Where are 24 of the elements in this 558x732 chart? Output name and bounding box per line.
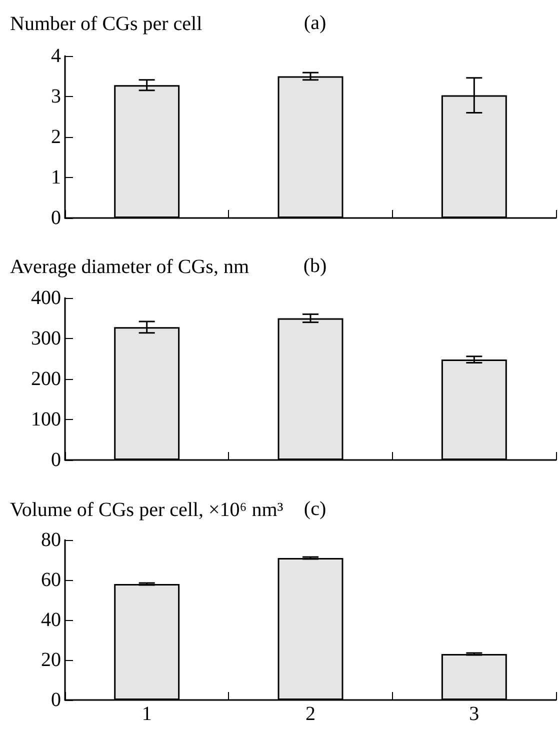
y-tick-label: 0: [51, 207, 61, 229]
y-tick-label: 300: [31, 328, 61, 350]
y-tick-label: 3: [51, 86, 61, 108]
y-axis-title: Number of CGs per cell: [10, 13, 203, 35]
y-tick-label: 400: [31, 287, 61, 309]
chart-title: (c): [304, 498, 326, 520]
y-tick-label: 20: [41, 649, 61, 671]
chart-title: (a): [304, 12, 326, 34]
y-axis-title: Volume of CGs per cell, ×10⁶ nm³: [10, 499, 284, 521]
y-tick-label: 100: [31, 408, 61, 430]
y-tick-label: 4: [51, 45, 61, 67]
x-tick-label: 1: [142, 703, 152, 725]
y-tick-label: 200: [31, 368, 61, 390]
y-tick-label: 2: [51, 126, 61, 148]
y-tick-label: 0: [51, 689, 61, 711]
y-tick-label: 1: [51, 166, 61, 188]
y-tick-label: 0: [51, 449, 61, 471]
y-tick-label: 80: [41, 529, 61, 551]
x-tick-label: 2: [306, 703, 316, 725]
y-tick-label: 40: [41, 609, 61, 631]
chart-title: (b): [303, 255, 327, 277]
y-tick-label: 60: [41, 569, 61, 591]
x-tick-label: 3: [469, 703, 480, 725]
y-axis-title: Average diameter of CGs, nm: [10, 256, 250, 278]
